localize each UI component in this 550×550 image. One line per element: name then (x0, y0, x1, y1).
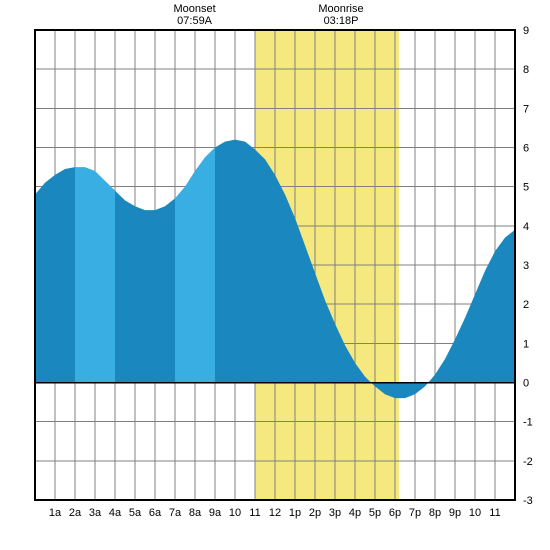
x-tick-label: 9p (449, 507, 461, 519)
y-tick-label: 4 (523, 221, 529, 233)
x-tick-label: 8a (189, 507, 202, 519)
x-tick-label: 4a (109, 507, 122, 519)
moonrise-label: Moonrise (318, 3, 363, 15)
x-tick-label: 11 (249, 507, 260, 519)
y-tick-label: 9 (523, 25, 529, 37)
y-tick-label: -1 (523, 417, 533, 429)
tide-area-dark (115, 191, 175, 383)
y-tick-label: 1 (523, 338, 529, 350)
x-tick-label: 1p (289, 507, 301, 519)
y-tick-label: 6 (523, 143, 529, 155)
x-tick-label: 3p (329, 507, 341, 519)
x-tick-label: 12 (269, 507, 281, 519)
x-tick-label: 11 (489, 507, 500, 519)
y-tick-label: 0 (523, 378, 529, 390)
y-tick-label: 3 (523, 260, 529, 272)
x-tick-label: 8p (429, 507, 441, 519)
x-tick-label: 5p (369, 507, 381, 519)
tide-chart: -3-2-101234567891a2a3a4a5a6a7a8a9a101112… (0, 0, 550, 550)
y-tick-label: 5 (523, 182, 529, 194)
chart-svg: -3-2-101234567891a2a3a4a5a6a7a8a9a101112… (0, 0, 550, 550)
x-tick-label: 6p (389, 507, 401, 519)
y-tick-label: 8 (523, 64, 529, 76)
x-tick-label: 2a (69, 507, 82, 519)
x-tick-label: 10 (469, 507, 481, 519)
y-tick-label: 7 (523, 103, 529, 115)
y-tick-label: 2 (523, 299, 529, 311)
x-tick-label: 5a (129, 507, 142, 519)
tide-area-light (75, 167, 115, 382)
x-tick-label: 7p (409, 507, 421, 519)
x-tick-label: 1a (49, 507, 62, 519)
y-tick-label: -3 (523, 495, 533, 507)
x-tick-label: 6a (149, 507, 162, 519)
moonrise-time: 03:18P (324, 15, 359, 27)
y-tick-label: -2 (523, 456, 533, 468)
x-tick-label: 7a (169, 507, 182, 519)
moonset-label: Moonset (173, 3, 215, 15)
x-tick-label: 4p (349, 507, 361, 519)
tide-area-dark (35, 167, 75, 382)
x-tick-label: 9a (209, 507, 222, 519)
x-tick-label: 3a (89, 507, 102, 519)
moonset-time: 07:59A (177, 15, 213, 27)
x-tick-label: 10 (229, 507, 241, 519)
x-tick-label: 2p (309, 507, 321, 519)
